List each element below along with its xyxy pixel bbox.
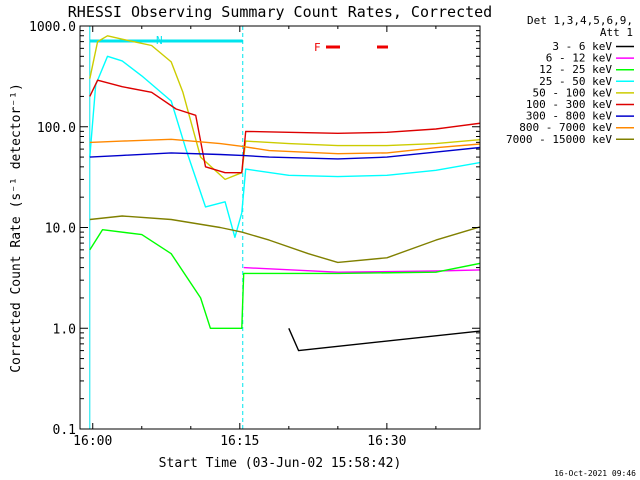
- series-line-5: [89, 35, 480, 181]
- legend-label: 25 - 50 keV: [539, 75, 612, 88]
- footer-timestamp: 16-Oct-2021 09:46: [554, 469, 636, 478]
- legend-label: 50 - 100 keV: [533, 86, 613, 99]
- y-tick-label: 100.0: [37, 121, 76, 136]
- y-axis-label: Corrected Count Rate (s⁻¹ detector⁻¹): [9, 83, 24, 373]
- flag-f-label: F: [314, 41, 321, 54]
- chart-title: RHESSI Observing Summary Count Rates, Co…: [68, 3, 492, 21]
- x-tick-label: 16:00: [73, 434, 112, 449]
- x-tick-label: 16:15: [220, 434, 259, 449]
- legend-label: 6 - 12 keV: [546, 52, 613, 65]
- series-lines: [89, 35, 480, 352]
- y-tick-label: 10.0: [45, 222, 76, 237]
- x-tick-label: 16:30: [367, 434, 406, 449]
- x-axis-label: Start Time (03-Jun-02 15:58:42): [159, 456, 402, 471]
- legend-subheader: Att 1: [600, 26, 633, 39]
- axis-ticks: 16:00 16:15 16:30 0.1 1.0 10.0 100.0 1000.0: [29, 20, 480, 449]
- series-line-2: [243, 266, 480, 273]
- legend-header: Det 1,3,4,5,6,9,: [527, 14, 633, 27]
- y-tick-label: 1.0: [53, 322, 76, 337]
- series-line-6: [89, 79, 480, 174]
- flag-n-label: N: [156, 34, 163, 47]
- legend-label: 100 - 300 keV: [526, 98, 612, 111]
- y-tick-label: 0.1: [53, 423, 76, 438]
- series-line-9: [89, 215, 480, 264]
- legend-label: 800 - 7000 keV: [519, 121, 612, 134]
- legend-label: 7000 - 15000 keV: [506, 133, 612, 146]
- legend-label: 3 - 6 keV: [552, 40, 612, 53]
- series-line-7: [89, 146, 480, 160]
- series-line-8: [89, 138, 480, 155]
- legend-label: 300 - 800 keV: [526, 110, 612, 123]
- night-intervals: [89, 26, 244, 429]
- series-line-4: [89, 55, 480, 239]
- legend-label: 12 - 25 keV: [539, 63, 612, 76]
- series-line-3: [89, 228, 480, 329]
- y-tick-label: 1000.0: [29, 20, 76, 35]
